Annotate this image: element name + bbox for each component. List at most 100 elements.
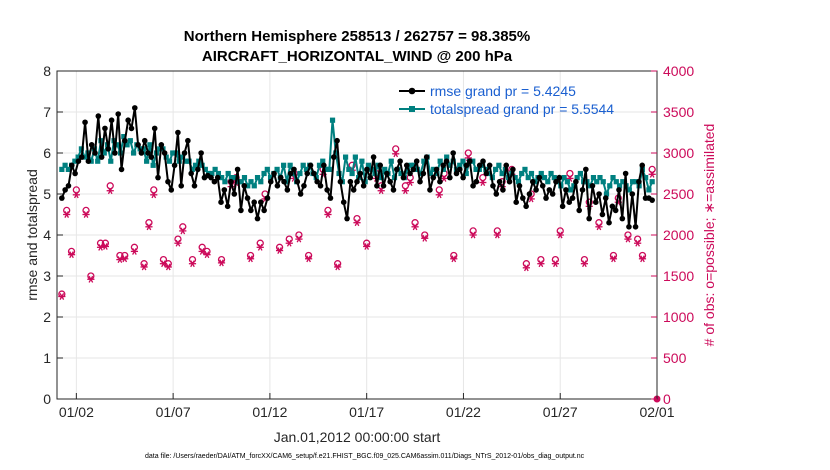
totalspread-point — [359, 158, 365, 164]
totalspread-point — [267, 175, 274, 181]
obs-possible-point — [150, 186, 158, 194]
rmse-point — [533, 187, 539, 193]
y-tick-label-right: 0 — [663, 391, 671, 407]
rmse-point — [122, 137, 128, 144]
rmse-point — [287, 170, 294, 177]
rmse-point — [503, 162, 510, 169]
rmse-point — [563, 187, 569, 193]
y-axis-label-right: # of obs: o=possible; ∗=assimilated — [701, 124, 717, 347]
rmse-point — [457, 166, 463, 173]
obs-possible-point — [551, 255, 560, 264]
obs-assimilated-point — [493, 231, 501, 239]
rmse-point — [317, 183, 324, 189]
rmse-point — [629, 191, 636, 197]
rmse-point — [171, 162, 178, 169]
totalspread-point — [72, 158, 78, 164]
rmse-point — [78, 154, 85, 160]
totalspread-point — [522, 166, 528, 172]
rmse-point — [274, 183, 281, 189]
rmse-point — [466, 158, 473, 164]
totalspread-point — [444, 154, 450, 160]
rmse-point — [294, 178, 301, 185]
totalspread-point — [597, 175, 603, 181]
obs-assimilated-point — [72, 191, 80, 199]
obs-assimilated-point — [392, 150, 400, 158]
x-tick-label: 02/01 — [639, 404, 674, 420]
obs-assimilated-point — [638, 255, 647, 263]
rmse-point — [513, 199, 519, 205]
rmse-point — [410, 166, 417, 173]
rmse-point — [384, 170, 390, 177]
obs-possible-point — [522, 260, 531, 268]
totalspread-point — [431, 166, 437, 172]
totalspread-point — [248, 179, 254, 185]
rmse-point — [520, 195, 526, 201]
obs-assimilated-point — [140, 263, 148, 271]
totalspread-point — [202, 166, 208, 172]
totalspread-point — [245, 183, 251, 189]
totalspread-point — [215, 170, 221, 177]
totalspread-point — [574, 175, 580, 181]
rmse-point — [224, 203, 231, 210]
rmse-point — [536, 174, 543, 181]
rmse-point — [616, 187, 622, 193]
rmse-point — [413, 158, 420, 164]
gridlines — [57, 70, 658, 400]
rmse-point — [195, 166, 201, 173]
legend-spread-marker — [409, 106, 415, 112]
rmse-point — [98, 154, 105, 160]
rmse-point — [374, 183, 380, 189]
obs-assimilated-point — [164, 263, 172, 271]
obs-possible-point — [179, 223, 187, 231]
totalspread-point — [144, 158, 150, 164]
rmse-point — [102, 125, 108, 132]
rmse-point — [430, 174, 437, 181]
rmse-point — [334, 137, 340, 144]
y-tick-label-right: 500 — [663, 350, 687, 366]
rmse-point — [350, 187, 357, 193]
rmse-point — [59, 195, 65, 201]
rmse-point — [450, 150, 456, 156]
totalspread-point — [108, 158, 114, 164]
rmse-point — [543, 195, 549, 201]
rmse-point — [62, 187, 68, 193]
y-tick-label-right: 2500 — [663, 186, 694, 202]
totalspread-point — [274, 166, 280, 172]
obs-assimilated-point — [159, 260, 168, 268]
obs-assimilated-point — [401, 187, 409, 195]
rmse-point — [284, 187, 291, 193]
obs-assimilated-point — [522, 264, 530, 272]
totalspread-point — [515, 179, 522, 185]
totalspread-point — [499, 170, 505, 177]
rmse-point — [516, 183, 523, 189]
rmse-point — [125, 117, 131, 123]
rmse-point — [65, 183, 72, 189]
totalspread-point — [238, 179, 244, 185]
axes: 01/02 01/07 01/12 01/17 01/22 01/27 02/0101234… — [43, 63, 694, 420]
totalspread-point — [629, 179, 636, 185]
rmse-point — [267, 178, 274, 185]
legend-rmse-label: rmse grand pr = 5.4245 — [430, 83, 576, 99]
y-tick-label-right: 1000 — [663, 309, 694, 325]
totalspread-point — [281, 162, 287, 168]
rmse-point — [579, 187, 586, 193]
obs-assimilated-point — [58, 293, 66, 300]
rmse-point — [632, 224, 639, 230]
rmse-point — [397, 158, 403, 164]
obs-assimilated-point — [256, 243, 264, 251]
totalspread-point — [463, 170, 469, 177]
rmse-point — [423, 154, 430, 160]
rmse-point — [218, 199, 224, 205]
totalspread-point — [157, 146, 163, 152]
obs-assimilated-point — [67, 251, 76, 259]
obs-possible-point — [464, 149, 472, 157]
totalspread-point — [548, 170, 554, 177]
rmse-point — [281, 178, 287, 185]
totalspread-point — [470, 158, 476, 164]
obs-assimilated-point — [188, 260, 197, 268]
rmse-point — [523, 203, 529, 210]
totalspread-point — [493, 166, 499, 172]
legend-spread-label: totalspread grand pr = 5.5544 — [430, 101, 614, 117]
obs-possible-point — [174, 235, 182, 243]
totalspread-point — [303, 166, 310, 172]
